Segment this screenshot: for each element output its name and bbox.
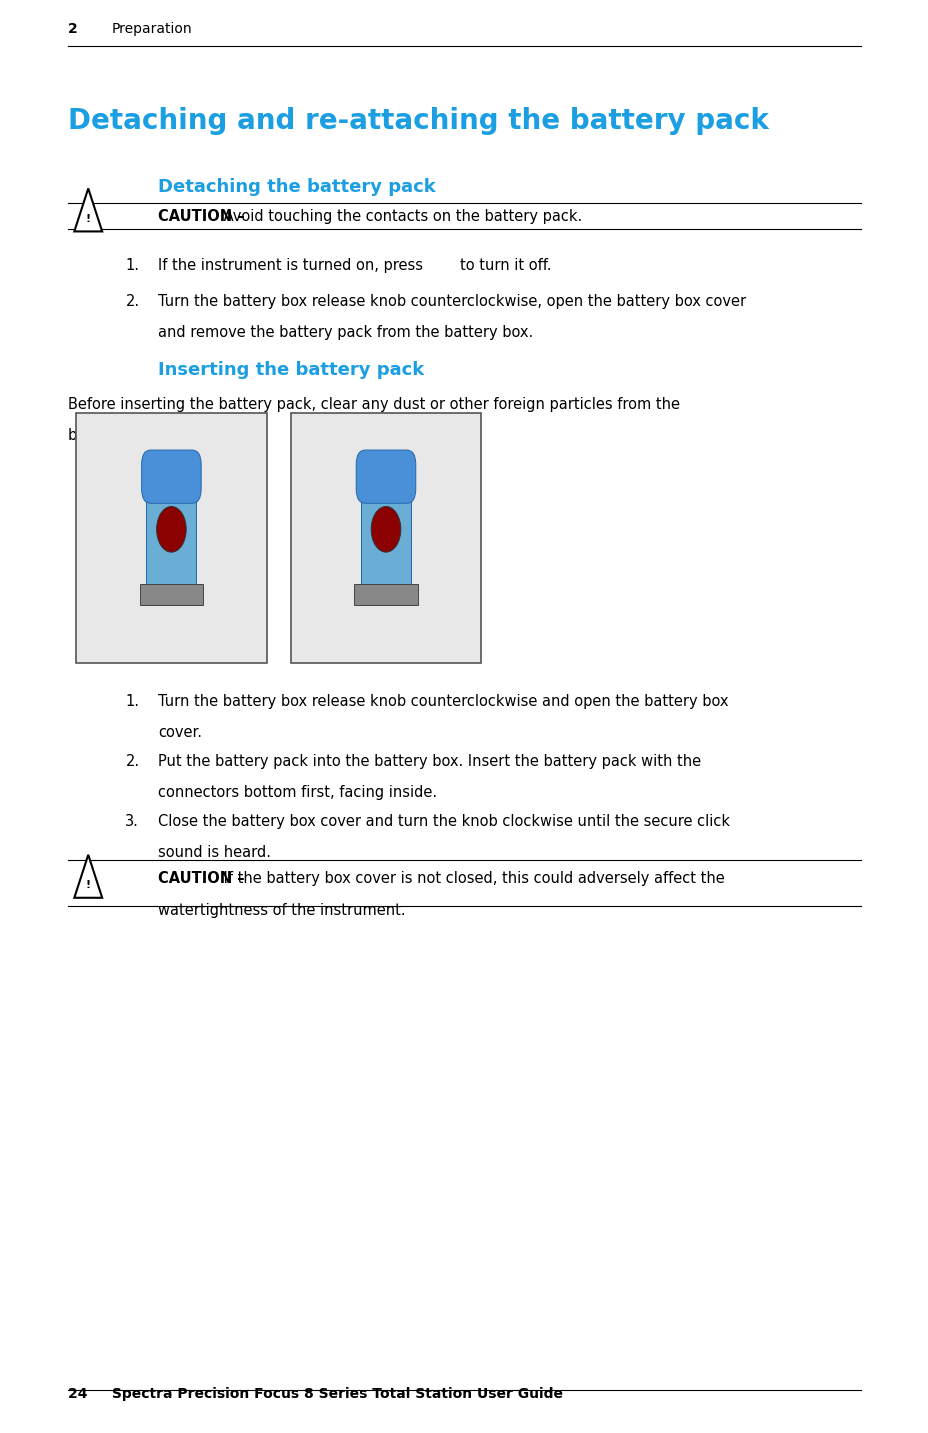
Bar [139, 583, 203, 605]
Text: Inserting the battery pack: Inserting the battery pack [158, 361, 424, 380]
Text: battery contacts.: battery contacts. [68, 428, 193, 443]
Text: !: ! [85, 214, 91, 224]
Text: If the battery box cover is not closed, this could adversely affect the: If the battery box cover is not closed, … [219, 871, 724, 886]
Polygon shape [74, 854, 102, 897]
Text: watertightness of the instrument.: watertightness of the instrument. [158, 903, 406, 917]
FancyBboxPatch shape [141, 450, 201, 503]
Text: 1.: 1. [125, 694, 139, 708]
Circle shape [157, 506, 186, 552]
Text: Detaching the battery pack: Detaching the battery pack [158, 178, 435, 196]
Text: and remove the battery pack from the battery box.: and remove the battery pack from the bat… [158, 325, 533, 340]
Text: Preparation: Preparation [111, 21, 192, 36]
Text: If the instrument is turned on, press        to turn it off.: If the instrument is turned on, press to… [158, 258, 551, 272]
Text: Turn the battery box release knob counterclockwise, open the battery box cover: Turn the battery box release knob counte… [158, 294, 745, 308]
Text: cover.: cover. [158, 725, 201, 739]
Text: sound is heard.: sound is heard. [158, 845, 271, 860]
Text: 24     Spectra Precision Focus 8 Series Total Station User Guide: 24 Spectra Precision Focus 8 Series Tota… [68, 1387, 562, 1401]
Text: Put the battery pack into the battery box. Insert the battery pack with the: Put the battery pack into the battery bo… [158, 754, 701, 768]
Text: Avoid touching the contacts on the battery pack.: Avoid touching the contacts on the batte… [219, 209, 582, 224]
Text: Before inserting the battery pack, clear any dust or other foreign particles fro: Before inserting the battery pack, clear… [68, 397, 679, 411]
Text: !: ! [85, 880, 91, 890]
Text: Detaching and re-attaching the battery pack: Detaching and re-attaching the battery p… [68, 107, 767, 136]
Text: CAUTION –: CAUTION – [158, 871, 244, 886]
Text: 1.: 1. [125, 258, 139, 272]
Bar [361, 489, 410, 588]
Text: 2.: 2. [125, 754, 139, 768]
Bar [354, 583, 418, 605]
Text: 3.: 3. [125, 814, 139, 828]
Text: Close the battery box cover and turn the knob clockwise until the secure click: Close the battery box cover and turn the… [158, 814, 729, 828]
Bar [76, 413, 266, 663]
Text: 2.: 2. [125, 294, 139, 308]
Circle shape [371, 506, 400, 552]
Bar [147, 489, 196, 588]
Text: Turn the battery box release knob counterclockwise and open the battery box: Turn the battery box release knob counte… [158, 694, 728, 708]
Polygon shape [74, 189, 102, 231]
Text: 2: 2 [68, 21, 77, 36]
Text: CAUTION –: CAUTION – [158, 209, 244, 224]
Bar [290, 413, 481, 663]
FancyBboxPatch shape [355, 450, 416, 503]
Text: connectors bottom first, facing inside.: connectors bottom first, facing inside. [158, 785, 436, 800]
